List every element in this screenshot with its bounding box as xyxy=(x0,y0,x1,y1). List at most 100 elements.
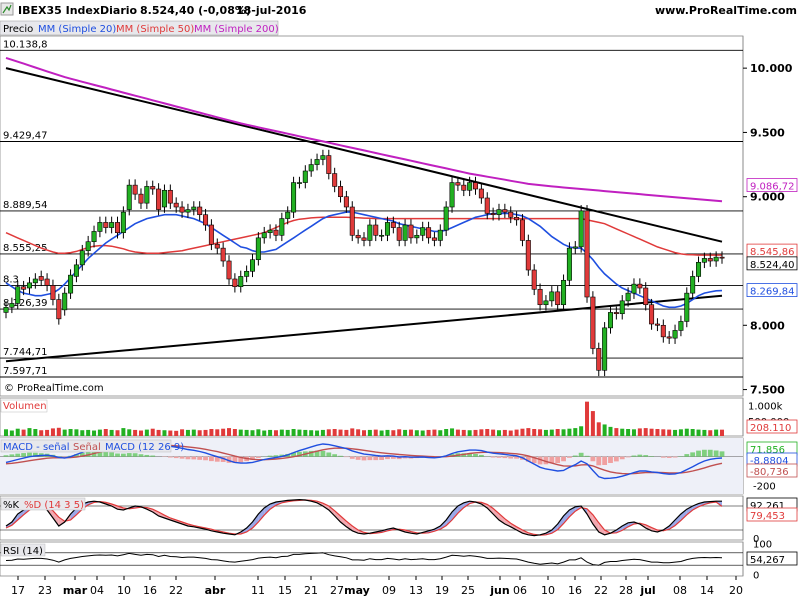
candle xyxy=(291,177,295,218)
y-tick-label-4: 7.500 xyxy=(750,384,785,397)
symbol-title: IBEX35 Index xyxy=(18,4,100,17)
candle-body xyxy=(555,292,559,305)
volume-bar xyxy=(714,430,718,436)
candle-body xyxy=(503,210,507,213)
volume-bar xyxy=(526,428,530,436)
x-tick-label-9: 15 xyxy=(278,584,292,597)
volume-bar xyxy=(274,430,278,436)
volume-bar xyxy=(673,430,677,436)
candle xyxy=(585,205,589,303)
candle-body xyxy=(16,287,20,304)
volume-bar xyxy=(620,429,624,436)
macd-tag-2: -80,736 xyxy=(747,464,797,478)
price-tag-price: 8.524,40 xyxy=(747,257,797,271)
volume-bar xyxy=(702,430,706,436)
macd-histogram-bar xyxy=(626,457,631,458)
candle-body xyxy=(497,210,501,215)
volume-bar xyxy=(239,430,243,436)
volume-bar xyxy=(198,430,202,436)
x-tick-label-14: 13 xyxy=(409,584,423,597)
volume-bar xyxy=(80,430,84,436)
candle-body xyxy=(197,207,201,215)
candle-body xyxy=(514,217,518,220)
volume-bar xyxy=(515,430,519,436)
volume-bar xyxy=(691,429,695,436)
volume-bar xyxy=(262,431,266,436)
candle-body xyxy=(432,238,436,241)
volume-bar xyxy=(110,430,114,436)
period-label: Diario xyxy=(100,4,138,17)
macd-histogram-bar xyxy=(567,457,572,458)
volume-bar xyxy=(644,428,648,436)
candle-body xyxy=(115,222,119,232)
legend-mm20: MM (Simple 20) xyxy=(38,24,116,35)
volume-bar xyxy=(168,431,172,436)
candle-body xyxy=(133,185,137,194)
candle-body xyxy=(368,225,372,240)
macd-legend-main: MACD - señal xyxy=(3,442,70,453)
candle-body xyxy=(57,300,61,319)
candle-body xyxy=(121,212,125,233)
candle-body xyxy=(397,228,401,241)
macd-histogram-bar xyxy=(614,457,619,462)
x-tick-label-13: 09 xyxy=(382,584,396,597)
volume-bar xyxy=(192,430,196,436)
volume-bar xyxy=(292,429,296,436)
volume-bar xyxy=(397,429,401,436)
candle-body xyxy=(233,279,237,287)
stoch-legend-d: %D (14 3 5) xyxy=(24,500,84,511)
volume-bar xyxy=(174,431,178,436)
macd-histogram-bar xyxy=(150,456,155,457)
macd-histogram-bar xyxy=(661,457,666,458)
candle-body xyxy=(620,301,624,314)
y-tick-label-3: 8.000 xyxy=(750,319,785,332)
candle-body xyxy=(444,207,448,230)
candle-body xyxy=(420,228,424,236)
macd-histogram-bar xyxy=(373,457,378,460)
candle-body xyxy=(597,348,601,370)
volume-bar xyxy=(74,429,78,436)
candle-body xyxy=(685,293,689,321)
level-label-6: 7.744,71 xyxy=(3,347,48,358)
volume-bar xyxy=(697,430,701,436)
macd-histogram-bar xyxy=(497,457,502,458)
macd-histogram-bar xyxy=(473,454,478,457)
candle-body xyxy=(473,183,477,189)
volume-bar xyxy=(280,430,284,436)
macd-histogram-bar xyxy=(9,454,14,456)
volume-bar xyxy=(403,430,407,436)
candle-body xyxy=(696,262,700,276)
macd-histogram-bar xyxy=(643,455,648,457)
volume-bar xyxy=(391,430,395,436)
candle-body xyxy=(608,312,612,327)
volume-bar xyxy=(127,429,131,436)
macd-histogram-bar xyxy=(573,456,578,457)
candle-body xyxy=(227,261,231,279)
volume-bar xyxy=(139,431,143,436)
candle-body xyxy=(174,203,178,207)
candle-body xyxy=(268,230,272,233)
candle-body xyxy=(450,183,454,207)
candle xyxy=(567,242,571,286)
candle-body xyxy=(315,159,319,164)
macd-histogram-bar xyxy=(667,457,672,458)
volume-bar xyxy=(57,428,61,436)
window-icon[interactable] xyxy=(1,3,13,15)
macd-tag-2-text: -80,736 xyxy=(750,467,789,478)
volume-bar xyxy=(603,424,607,436)
candle-body xyxy=(644,288,648,305)
macd-histogram-bar xyxy=(555,457,560,463)
macd-histogram-bar xyxy=(491,457,496,458)
macd-histogram-bar xyxy=(367,457,372,460)
volume-bar xyxy=(204,430,208,436)
volume-bar xyxy=(180,429,184,436)
x-tick-label-24: 08 xyxy=(673,584,687,597)
volume-bar xyxy=(27,428,31,436)
volume-bar xyxy=(444,429,448,436)
candle-body xyxy=(456,183,460,186)
candle-body xyxy=(321,156,325,160)
candle-body xyxy=(291,183,295,213)
legend-price: Precio xyxy=(3,24,33,35)
macd-histogram-bar xyxy=(673,457,678,458)
